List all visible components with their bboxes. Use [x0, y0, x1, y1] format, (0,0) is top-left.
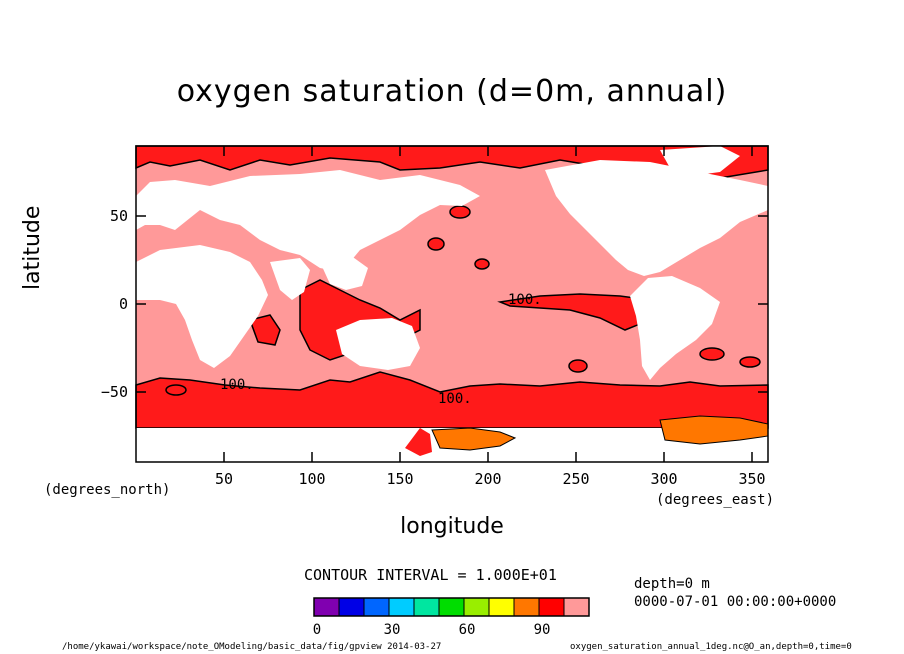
- colorbar-swatch-5: [438, 597, 465, 617]
- depth-label: depth=0 m: [634, 576, 710, 592]
- indian-ocean-red: [249, 314, 281, 346]
- x-axis-label: longitude: [400, 514, 504, 539]
- colorbar-tick-60: 60: [458, 622, 476, 638]
- x-tick-100: 100: [298, 470, 326, 488]
- land-south-america: [630, 276, 720, 380]
- colorbar-swatch-9: [538, 597, 565, 617]
- colorbar-swatch-10: [563, 597, 590, 617]
- ocean-field: [135, 145, 769, 462]
- eddy-south-atlantic-east: [739, 356, 761, 368]
- colorbar-swatch-0: [313, 597, 340, 617]
- land-africa: [136, 245, 268, 368]
- x-tick-350: 350: [738, 470, 766, 488]
- land-southeast-asia: [320, 255, 368, 290]
- eddy-south-atlantic: [699, 347, 725, 361]
- contour-interval: CONTOUR INTERVAL = 1.000E+01: [304, 566, 557, 584]
- contour-label-indian: 100.: [220, 377, 254, 393]
- x-tick-50: 50: [214, 470, 234, 488]
- antarctic-margin-red: [405, 428, 432, 456]
- colorbar-swatch-4: [413, 597, 440, 617]
- colorbar-swatch-1: [338, 597, 365, 617]
- axis-ticks: [136, 146, 768, 462]
- footer-path: /home/ykawai/workspace/note_OModeling/ba…: [62, 642, 442, 652]
- contour-label-equatorial: 100.: [508, 292, 542, 308]
- x-tick-200: 200: [474, 470, 502, 488]
- land-north-america: [545, 160, 768, 276]
- contour-label-southern: 100.: [438, 391, 472, 407]
- colorbar-swatch-3: [388, 597, 415, 617]
- colorbar-frame: [313, 597, 590, 617]
- eddy-south-pacific: [568, 359, 588, 373]
- x-tick-250: 250: [562, 470, 590, 488]
- colorbar-swatch-2: [363, 597, 390, 617]
- eddy-north-pacific: [449, 205, 471, 219]
- eddy-central-pacific: [474, 258, 490, 270]
- colorbar-tick-30: 30: [383, 622, 401, 638]
- eddy-west-pacific: [427, 237, 445, 251]
- southern-ocean-band: [135, 371, 769, 429]
- x-tick-300: 300: [650, 470, 678, 488]
- chart-title: oxygen saturation (d=0m, annual): [176, 74, 728, 109]
- colorbar-swatch-8: [513, 597, 540, 617]
- footer-source: oxygen_saturation_annual_1deg.nc@O_an,de…: [570, 642, 852, 652]
- x-tick-150: 150: [386, 470, 414, 488]
- eddy-south-indian: [165, 384, 187, 396]
- y-tick-minus50: −50: [100, 383, 128, 401]
- colorbar: [313, 597, 590, 617]
- colorbar-swatch-6: [463, 597, 490, 617]
- x-units-label: (degrees_east): [656, 492, 775, 508]
- colorbar-tick-0: 0: [312, 622, 322, 638]
- land-australia: [336, 318, 420, 370]
- y-units-label: (degrees_north): [44, 482, 171, 498]
- y-tick-0: 0: [118, 295, 128, 313]
- colorbar-swatch-7: [488, 597, 515, 617]
- y-tick-50: 50: [109, 207, 128, 225]
- land-europe-asia: [136, 170, 480, 270]
- time-label: 0000-07-01 00:00:00+0000: [634, 594, 837, 610]
- antarctic-shelf-orange: [431, 427, 517, 451]
- colorbar-tick-90: 90: [533, 622, 551, 638]
- land-greenland: [660, 146, 740, 176]
- land-india: [270, 258, 310, 300]
